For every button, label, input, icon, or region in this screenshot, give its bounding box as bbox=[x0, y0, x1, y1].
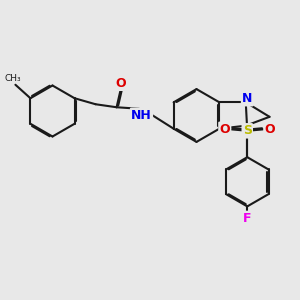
Text: O: O bbox=[116, 77, 126, 90]
Text: O: O bbox=[265, 123, 275, 136]
Text: CH₃: CH₃ bbox=[5, 74, 21, 82]
Text: NH: NH bbox=[131, 109, 152, 122]
Text: O: O bbox=[220, 123, 230, 136]
Text: F: F bbox=[243, 212, 251, 225]
Text: S: S bbox=[243, 124, 252, 137]
Text: N: N bbox=[242, 92, 253, 105]
